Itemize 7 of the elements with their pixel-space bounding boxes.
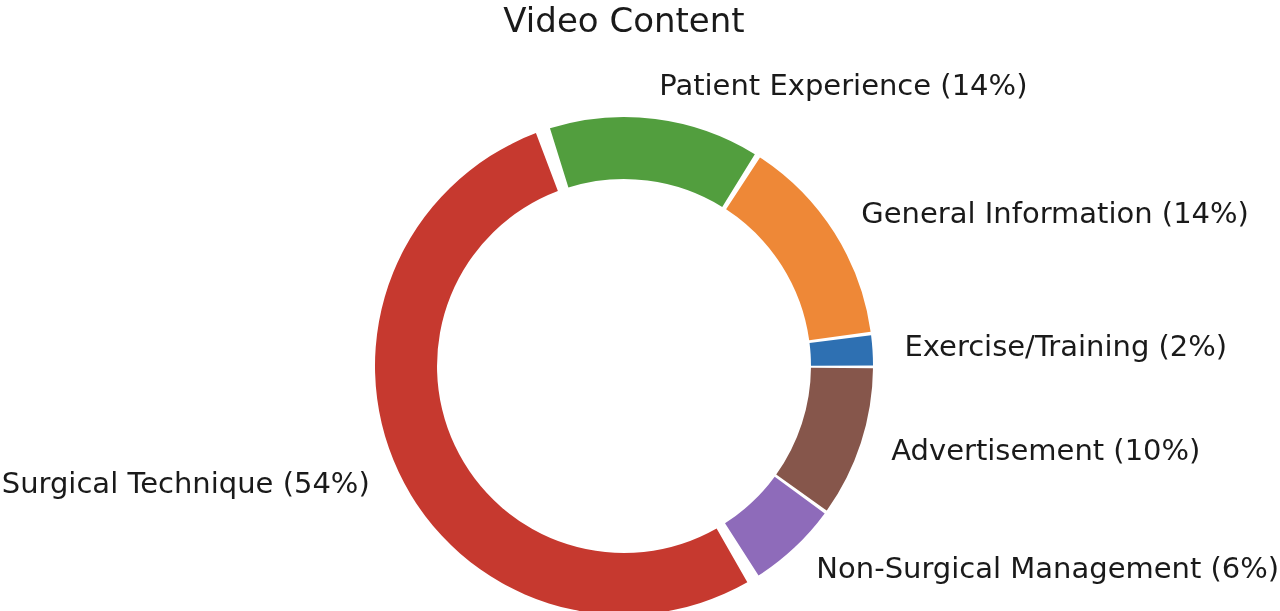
chart-title: Video Content [503,0,745,40]
slice-label: Surgical Technique (54%) [1,466,370,501]
slice-label: Advertisement (10%) [891,433,1201,468]
slice-label: Exercise/Training (2%) [904,328,1228,363]
slice-label: General Information (14%) [861,195,1249,230]
slice-label: Patient Experience (14%) [659,67,1028,102]
slice-label: Non-Surgical Management (6%) [816,551,1280,586]
